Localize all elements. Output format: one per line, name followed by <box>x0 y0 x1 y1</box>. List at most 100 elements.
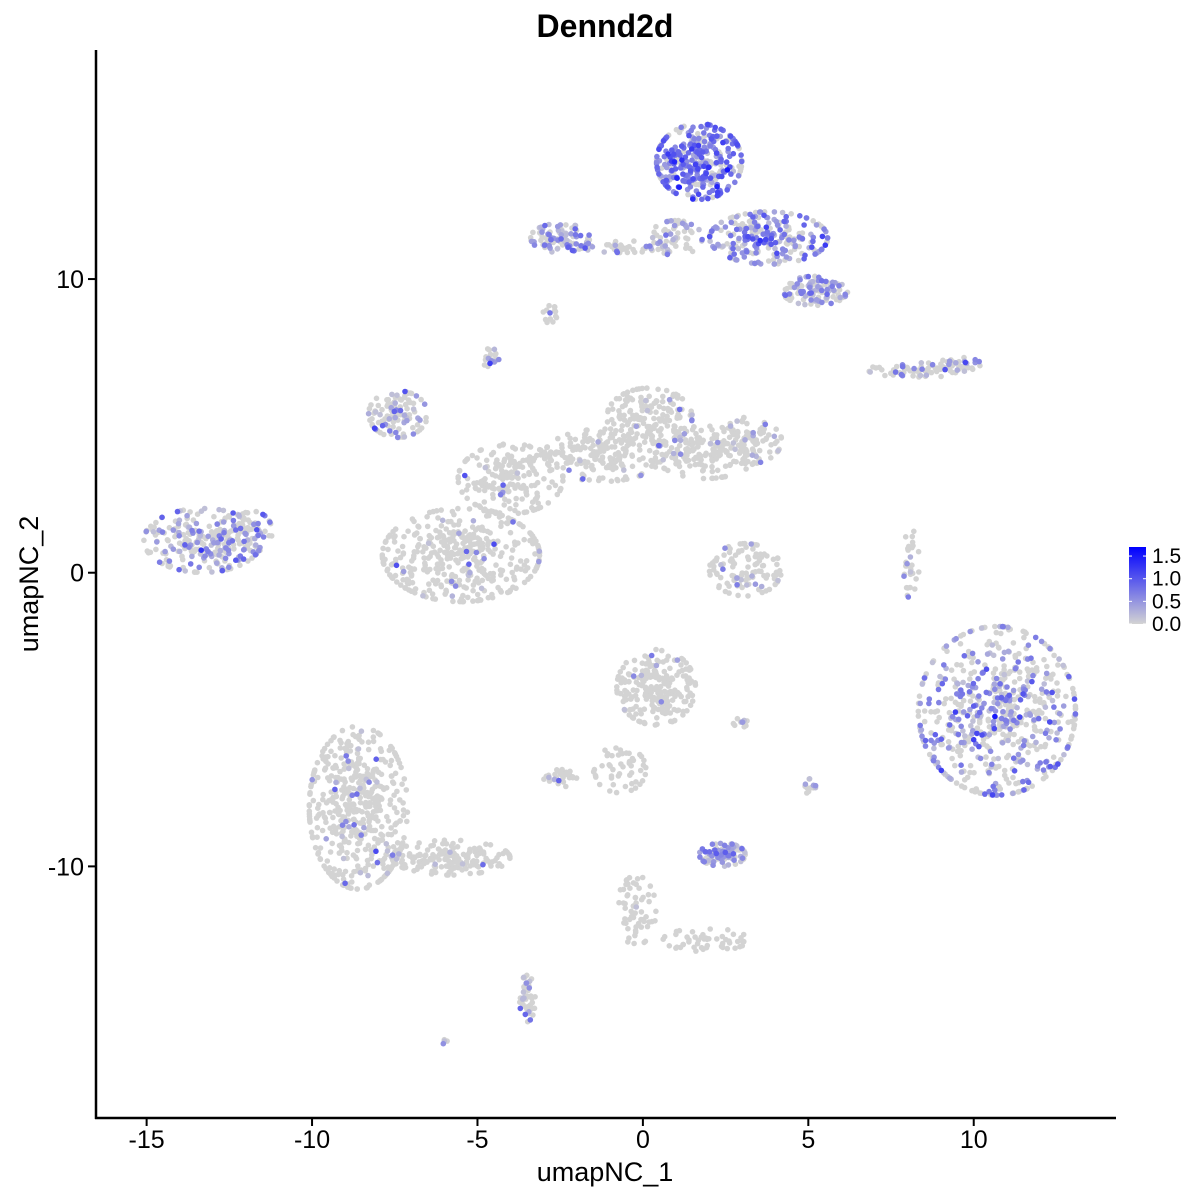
data-point-expressed <box>1024 678 1031 684</box>
data-point-expressed <box>539 229 545 235</box>
data-point <box>315 851 321 857</box>
data-point-expressed <box>323 836 330 842</box>
data-point-expressed <box>707 175 714 181</box>
data-point-expressed <box>1031 717 1037 723</box>
data-point <box>636 442 643 449</box>
data-point-expressed <box>536 548 543 554</box>
data-point <box>738 166 744 172</box>
data-point <box>460 592 466 599</box>
data-point-expressed <box>786 237 792 243</box>
data-point-expressed <box>1056 656 1062 662</box>
data-point-expressed <box>727 232 734 239</box>
data-point-expressed <box>240 547 247 553</box>
data-point-expressed <box>818 246 825 253</box>
data-point-expressed <box>351 822 357 828</box>
data-point-expressed <box>701 130 707 136</box>
data-point <box>984 743 990 749</box>
data-point <box>487 860 494 867</box>
data-point <box>392 829 399 835</box>
data-point-expressed <box>467 569 473 576</box>
data-point <box>960 697 967 704</box>
data-point <box>545 461 551 468</box>
data-point <box>550 319 556 325</box>
data-point-expressed <box>992 713 998 720</box>
data-point <box>529 999 536 1006</box>
data-point <box>624 249 631 256</box>
data-point <box>674 944 680 950</box>
data-point <box>390 424 396 430</box>
data-point-expressed <box>1021 738 1028 744</box>
data-point-expressed <box>621 467 627 473</box>
data-point-expressed <box>394 434 401 441</box>
data-point-expressed <box>355 746 362 752</box>
data-point <box>634 687 640 694</box>
data-point-expressed <box>954 367 961 373</box>
data-point-expressed <box>520 974 527 981</box>
data-point <box>333 793 340 800</box>
data-point <box>735 592 741 599</box>
data-point <box>379 837 386 843</box>
data-point-expressed <box>1017 697 1024 703</box>
data-point-expressed <box>205 533 211 540</box>
data-point-expressed <box>448 578 455 585</box>
data-point <box>513 585 519 592</box>
data-point <box>991 730 998 736</box>
data-point-expressed <box>473 549 480 556</box>
data-point <box>365 826 372 833</box>
data-point <box>508 457 514 464</box>
data-point <box>627 706 633 713</box>
data-point <box>722 473 729 480</box>
data-point <box>317 845 324 851</box>
data-point <box>337 768 343 775</box>
data-point <box>644 430 651 437</box>
data-point <box>567 435 573 442</box>
data-point <box>339 787 345 793</box>
data-point-expressed <box>735 245 742 252</box>
data-point <box>381 865 387 872</box>
data-point <box>344 849 350 856</box>
data-point-expressed <box>982 791 988 797</box>
data-point-expressed <box>979 705 985 711</box>
data-point-expressed <box>689 412 695 418</box>
data-point-expressed <box>401 434 408 440</box>
data-point <box>697 453 704 459</box>
data-point-expressed <box>470 518 477 524</box>
data-point <box>472 527 479 533</box>
data-point-expressed <box>1043 759 1049 765</box>
data-point <box>691 456 697 463</box>
data-point <box>421 555 427 561</box>
data-point-expressed <box>573 241 579 247</box>
data-point-expressed <box>1010 687 1017 694</box>
data-point-expressed <box>945 745 952 751</box>
data-point <box>689 929 696 935</box>
data-point-expressed <box>917 372 924 379</box>
data-point <box>787 297 793 304</box>
data-point-expressed <box>391 408 398 415</box>
data-point <box>398 582 404 588</box>
data-point <box>463 487 470 493</box>
data-point <box>638 711 644 717</box>
data-point <box>375 419 382 426</box>
data-point <box>362 792 369 799</box>
data-point-expressed <box>536 558 542 565</box>
data-point <box>179 553 185 560</box>
data-point-expressed <box>939 680 946 687</box>
data-point-expressed <box>1015 659 1021 665</box>
data-point-expressed <box>396 851 402 857</box>
data-point <box>455 505 461 512</box>
data-point <box>379 823 385 830</box>
data-point <box>905 547 911 553</box>
data-point <box>513 566 520 572</box>
data-point <box>620 437 627 443</box>
data-point-expressed <box>741 254 748 260</box>
data-point <box>674 672 680 678</box>
data-point-expressed <box>813 296 820 303</box>
data-point <box>365 739 372 745</box>
data-point-expressed <box>568 231 574 237</box>
data-point <box>667 665 673 672</box>
data-point <box>982 662 988 668</box>
data-point-expressed <box>156 559 163 565</box>
data-point <box>656 403 663 410</box>
data-point-expressed <box>781 218 787 225</box>
data-point <box>672 687 678 693</box>
